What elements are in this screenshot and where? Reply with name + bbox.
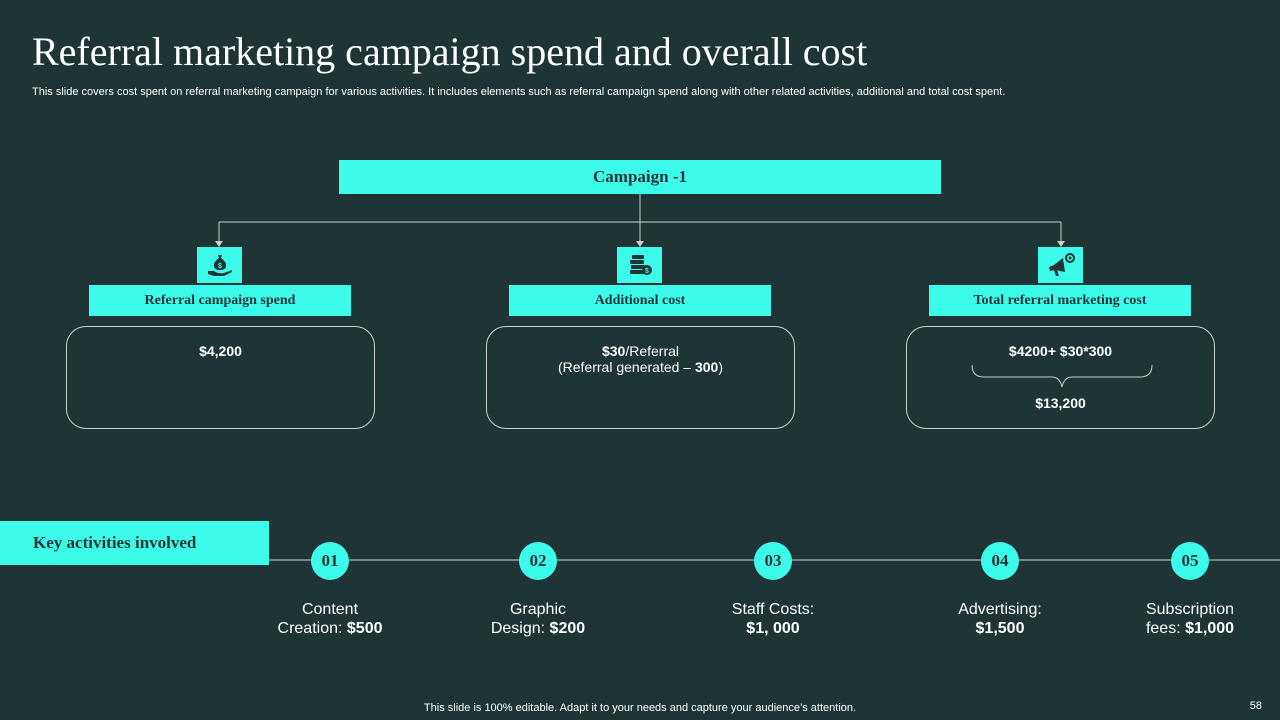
additional-cost-value-box: $30/Referral (Referral generated – 300) <box>486 326 795 429</box>
slide-subtitle: This slide covers cost spent on referral… <box>32 86 1006 98</box>
megaphone-gear-icon <box>1048 253 1075 276</box>
step-cost: $200 <box>549 620 586 637</box>
step-label-content-creation: Content Creation: $500 <box>245 600 415 638</box>
step-cost: $1,000 <box>1185 620 1235 637</box>
step-title: Subscription <box>1145 601 1235 618</box>
referral-spend-icon-box: $ <box>197 247 242 283</box>
step-prefix: Design: <box>490 620 550 637</box>
step-label-graphic-design: Graphic Design: $200 <box>453 600 623 638</box>
referral-spend-value: $4,200 <box>199 343 242 359</box>
step-cost: $500 <box>346 620 383 637</box>
key-activities-label: Key activities involved <box>0 521 269 565</box>
step-prefix: Creation: <box>277 620 347 637</box>
additional-cost-header: Additional cost <box>509 285 771 316</box>
step-number-03: 03 <box>754 542 792 580</box>
svg-text:$: $ <box>218 263 222 270</box>
total-cost-value-box: $4200+ $30*300 $13,200 <box>906 326 1215 429</box>
additional-cost-icon-box: $ <box>617 247 662 283</box>
total-cost-icon-box <box>1038 247 1083 283</box>
cost-per-referral: $30 <box>601 343 626 359</box>
per-referral-label: /Referral <box>625 343 680 359</box>
referral-campaign-spend-header: Referral campaign spend <box>89 285 351 316</box>
step-cost: $1,500 <box>975 620 1025 637</box>
total-cost-result: $13,200 <box>1035 395 1086 411</box>
referrals-generated-prefix: (Referral generated – <box>558 359 695 375</box>
referrals-generated-count: 300 <box>694 359 719 375</box>
footer-note: This slide is 100% editable. Adapt it to… <box>423 702 857 714</box>
money-bag-hand-icon: $ <box>207 255 232 276</box>
step-label-advertising: Advertising: $1,500 <box>915 600 1085 638</box>
total-referral-cost-header: Total referral marketing cost <box>929 285 1191 316</box>
referrals-generated-suffix: ) <box>718 359 723 375</box>
step-label-subscription-fees: Subscription fees: $1,000 <box>1105 600 1275 638</box>
step-title: Content <box>301 601 359 618</box>
step-number-05: 05 <box>1171 542 1209 580</box>
step-prefix: fees: <box>1145 620 1186 637</box>
referral-spend-value-box: $4,200 <box>66 326 375 429</box>
step-number-02: 02 <box>519 542 557 580</box>
step-label-staff-costs: Staff Costs: $1, 000 <box>688 600 858 638</box>
campaign-header: Campaign -1 <box>339 160 941 194</box>
step-number-04: 04 <box>981 542 1019 580</box>
page-number: 58 <box>1249 700 1262 712</box>
svg-text:$: $ <box>645 268 649 275</box>
slide-title: Referral marketing campaign spend and ov… <box>32 29 868 74</box>
step-title: Advertising: <box>958 601 1042 618</box>
coin-stack-icon: $ <box>629 255 652 275</box>
step-title: Staff Costs: <box>731 601 815 618</box>
step-title: Graphic <box>509 601 567 618</box>
step-cost: $1, 000 <box>746 620 800 637</box>
curly-brace <box>971 364 1153 388</box>
step-number-01: 01 <box>311 542 349 580</box>
total-cost-formula: $4200+ $30*300 <box>1008 343 1113 359</box>
